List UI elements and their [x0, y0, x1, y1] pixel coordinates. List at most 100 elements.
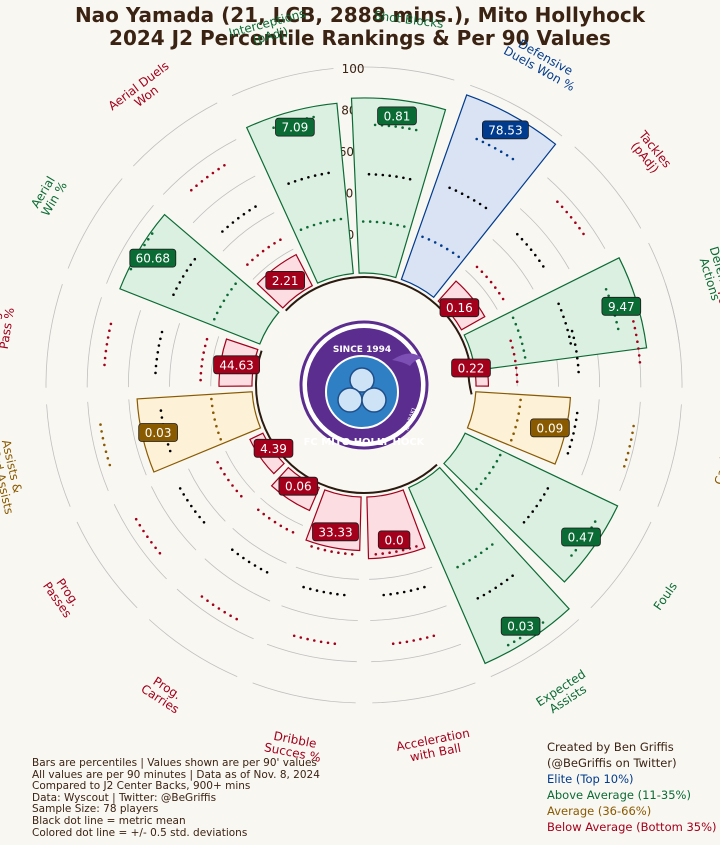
mean-dot — [570, 438, 574, 442]
mean-dot — [178, 281, 182, 284]
mean-dot — [168, 449, 172, 453]
club-logo: SINCE 1994 FC MITO HOLLY HOCK IBARAKI — [299, 320, 429, 450]
sd-low-dot — [201, 358, 204, 361]
grid-arc — [369, 566, 433, 580]
sd-low-dot — [479, 551, 483, 555]
mean-dot — [562, 315, 565, 319]
sd-high-dot — [556, 200, 559, 203]
sd-low-dot — [323, 548, 327, 552]
sd-low-dot — [273, 520, 277, 524]
sd-low-dot — [433, 241, 437, 244]
sd-low-dot — [267, 516, 271, 520]
mean-dot — [302, 585, 305, 589]
grid-arc — [372, 682, 476, 704]
metric-label: Aerial DuelsWon — [106, 59, 180, 124]
mean-dot — [546, 487, 550, 490]
grid-arc — [519, 208, 570, 270]
mean-dot — [159, 409, 163, 412]
sd-high-dot — [570, 554, 573, 557]
grid-arc — [46, 404, 71, 507]
sd-high-dot — [593, 520, 597, 523]
sd-low-dot — [479, 482, 483, 486]
grid-arc — [113, 504, 167, 580]
sd-high-dot — [134, 517, 138, 521]
grid-arc — [260, 497, 304, 526]
sd-high-dot — [326, 641, 330, 645]
mean-dot — [248, 209, 251, 212]
value-badge — [138, 423, 178, 442]
sd-high-dot — [129, 267, 133, 271]
sd-high-dot — [394, 125, 398, 128]
value-label: 4.39 — [260, 442, 287, 456]
mean-dot — [566, 452, 570, 455]
sd-low-dot — [522, 349, 526, 352]
sd-high-dot — [142, 529, 145, 533]
mean-dot — [374, 173, 378, 176]
mean-dot — [574, 418, 578, 422]
legend-elite: Elite (Top 10%) — [547, 772, 634, 786]
value-badge — [213, 355, 261, 375]
mean-dot — [395, 175, 398, 178]
sd-low-dot — [215, 311, 219, 315]
legend-below-average: Below Average (Bottom 35%) — [547, 820, 717, 834]
mean-dot — [160, 416, 164, 419]
grid-arc — [295, 566, 359, 580]
grid-arc — [128, 399, 147, 476]
grid-arc — [465, 270, 498, 310]
grid-arc — [252, 248, 294, 280]
mean-dot — [327, 171, 330, 175]
mean-dot — [516, 232, 519, 236]
mean-dot — [367, 172, 371, 176]
sd-low-dot — [285, 527, 289, 531]
grid-arc — [127, 310, 141, 388]
sd-low-dot — [415, 545, 418, 548]
mean-dot — [193, 257, 197, 261]
sd-low-dot — [512, 432, 515, 436]
mean-dot — [559, 309, 563, 312]
grid-arc — [490, 619, 580, 677]
title-line-2: 2024 J2 Percentile Rankings & Per 90 Val… — [109, 26, 611, 50]
sd-high-dot — [150, 232, 154, 235]
sd-low-dot — [517, 412, 520, 415]
mean-dot — [300, 177, 304, 181]
sd-low-dot — [395, 550, 398, 553]
mean-dot — [534, 253, 537, 257]
sd-low-dot — [200, 365, 203, 368]
sd-high-dot — [104, 450, 108, 454]
percentile-bar — [463, 256, 648, 372]
sd-high-dot — [190, 188, 193, 192]
value-badge — [561, 527, 601, 547]
sd-low-dot — [396, 223, 399, 227]
mean-dot — [454, 189, 458, 192]
sd-high-dot — [106, 457, 110, 460]
inner-arc-bottom — [255, 350, 438, 494]
credit-line-1: Created by Ben Griffis — [547, 740, 674, 754]
sd-low-dot — [456, 565, 459, 569]
sd-low-dot — [519, 398, 522, 402]
sd-high-dot — [103, 356, 107, 360]
grid-arc — [176, 588, 254, 640]
value-label: 60.68 — [136, 252, 170, 266]
grid-arc — [45, 283, 63, 388]
sd-low-dot — [375, 220, 379, 224]
sd-high-dot — [146, 535, 149, 538]
mean-dot — [382, 593, 386, 597]
mean-dot — [472, 199, 476, 202]
sd-low-dot — [511, 346, 514, 349]
metric-label: Fouls Drawn — [715, 290, 720, 365]
sd-low-dot — [261, 249, 265, 253]
sd-low-dot — [512, 352, 516, 356]
sd-high-dot — [200, 180, 204, 183]
mean-dot — [389, 592, 392, 596]
grid-arc — [370, 605, 447, 621]
sd-low-dot — [210, 397, 213, 401]
sd-high-dot — [138, 523, 142, 527]
mean-dot — [388, 174, 392, 177]
footnote-line: All values are per 90 minutes | Data as … — [32, 768, 320, 781]
sd-low-dot — [451, 251, 455, 255]
sd-low-dot — [368, 220, 372, 223]
sd-low-dot — [291, 531, 295, 534]
legend-above-average: Above Average (11-35%) — [547, 788, 691, 802]
sd-high-dot — [634, 333, 638, 337]
mean-dot — [237, 216, 240, 220]
